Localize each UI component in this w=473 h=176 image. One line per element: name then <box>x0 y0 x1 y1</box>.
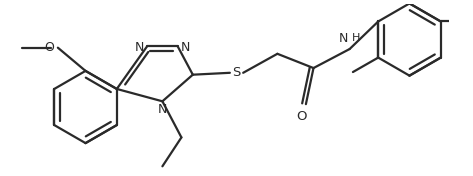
Text: N: N <box>181 41 190 54</box>
Text: N: N <box>338 32 348 45</box>
Text: N: N <box>135 41 144 54</box>
Text: H: H <box>351 33 360 43</box>
Text: N: N <box>158 103 167 116</box>
Text: O: O <box>44 41 54 54</box>
Text: O: O <box>296 110 307 123</box>
Text: S: S <box>232 66 241 79</box>
